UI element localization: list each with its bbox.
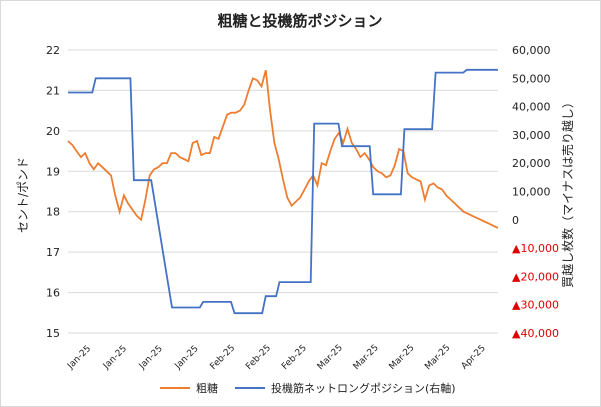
right-axis-ticks: 60,000 50,000 40,000 30,000 20,000 10,000 0 ▲10…	[512, 44, 559, 340]
right-tick-label: 40,000	[512, 101, 551, 114]
left-tick-label: 21	[46, 84, 60, 97]
right-tick-label: 10,000	[512, 186, 551, 199]
legend-label-sugar: 粗糖	[196, 381, 218, 395]
right-tick-label: 50,000	[512, 72, 551, 85]
right-tick-label: 20,000	[512, 157, 551, 170]
right-tick-label: 0	[512, 214, 519, 227]
right-tick-label: ▲20,000	[512, 270, 559, 283]
left-tick-label: 20	[46, 125, 60, 138]
left-tick-label: 17	[46, 246, 60, 259]
left-tick-label: 15	[46, 327, 60, 340]
right-tick-label: 60,000	[512, 44, 551, 57]
right-tick-label: ▲10,000	[512, 242, 559, 255]
chart-title: 粗糖と投機筋ポジション	[217, 12, 382, 30]
legend-label-position: 投機筋ネットロングポジション(右軸)	[271, 381, 456, 395]
right-tick-label: ▲30,000	[512, 299, 559, 312]
right-tick-label: ▲40,000	[512, 327, 559, 340]
right-axis-label: 買越し枚数（マイナスは売り越し）	[560, 96, 575, 288]
left-axis-ticks: 15 16 17 18 19 20 21 22	[46, 44, 60, 340]
left-tick-label: 22	[46, 44, 60, 57]
left-tick-label: 18	[46, 206, 60, 219]
legend: 粗糖 投機筋ネットロングポジション(右軸)	[160, 381, 456, 395]
left-tick-label: 16	[46, 287, 60, 300]
left-tick-label: 19	[46, 165, 60, 178]
right-tick-label: 30,000	[512, 129, 551, 142]
gridlines	[68, 49, 498, 334]
sugar-price-line	[67, 69, 499, 229]
net-long-position-line	[68, 68, 498, 315]
left-axis-label: セント/ポンド	[16, 157, 30, 233]
